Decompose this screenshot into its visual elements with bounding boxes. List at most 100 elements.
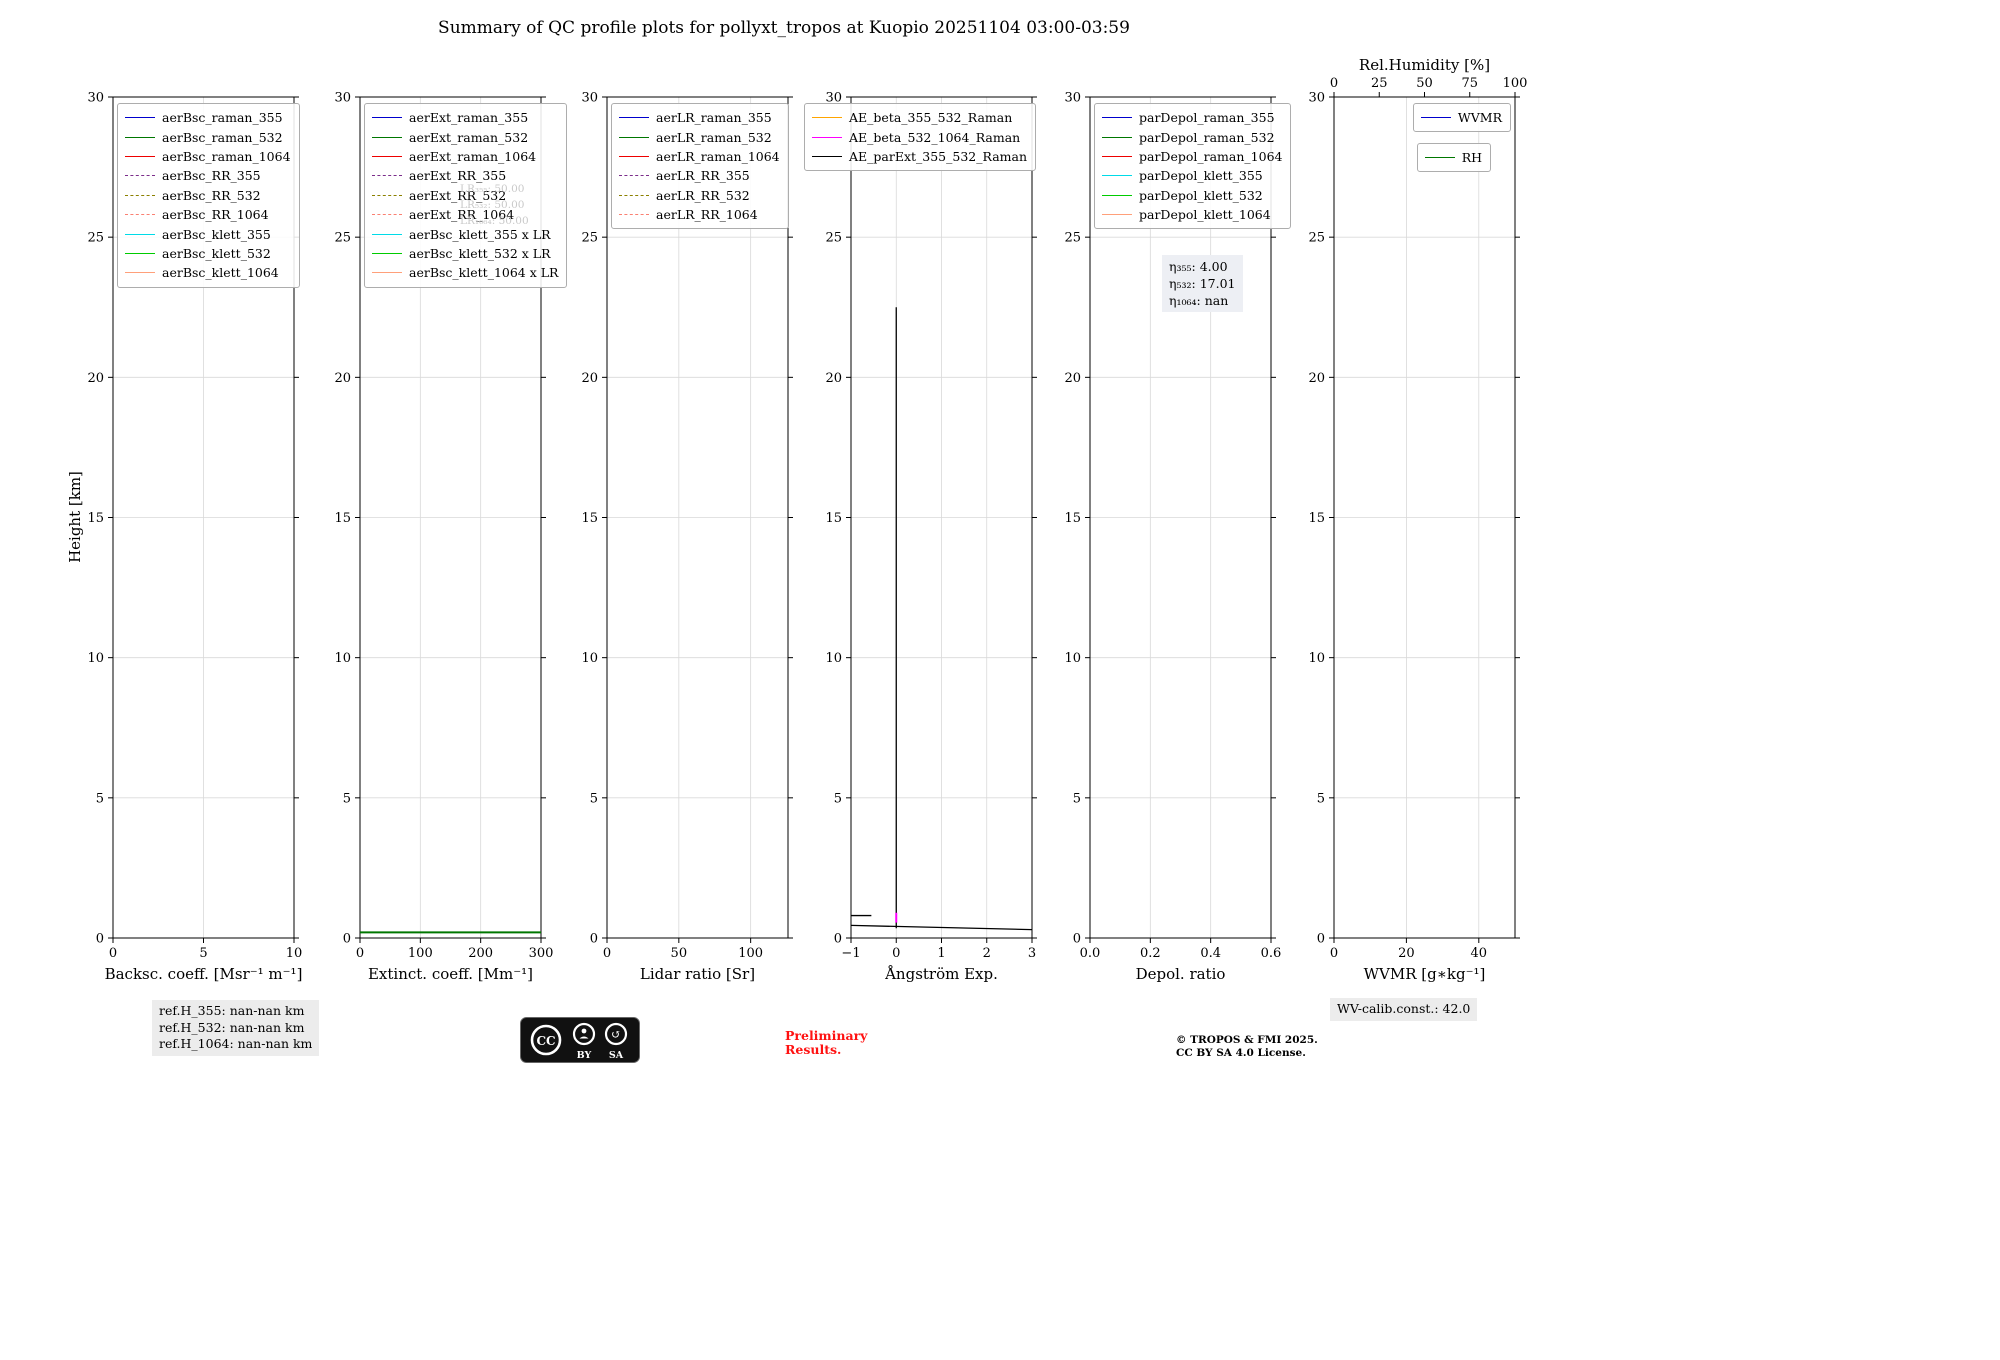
y-tick-label: 0 — [1073, 932, 1081, 947]
y-tick-label: 20 — [825, 371, 842, 386]
x-axis-label: Extinct. coeff. [Mm⁻¹] — [368, 965, 533, 983]
plot-panel-4: −1 0 1 2 3 0 5 10 15 20 25 30 Ångström Exp. AE_beta_3… — [804, 91, 1037, 983]
y-tick-label: 30 — [334, 91, 351, 106]
legend-line-sample — [372, 136, 402, 138]
legend-label: aerBsc_klett_355 — [162, 226, 271, 242]
x-tick-label: 0 — [356, 946, 364, 961]
legend-label: aerBsc_RR_355 — [162, 168, 261, 184]
y-tick-label: 5 — [343, 791, 351, 806]
legend-item: parDepol_raman_1064 — [1102, 147, 1282, 166]
legend-line-sample — [125, 175, 155, 177]
legend-label: AE_parExt_355_532_Raman — [849, 148, 1028, 164]
y-tick-label: 10 — [1064, 651, 1081, 666]
legend-label: aerLR_raman_355 — [656, 110, 772, 126]
legend-label: aerLR_RR_1064 — [656, 207, 758, 223]
legend-label: aerBsc_RR_532 — [162, 187, 261, 203]
legend-item: aerExt_raman_355 — [372, 108, 558, 127]
y-tick-label: 0 — [343, 932, 351, 947]
plot-panel-1: 0 5 10 0 5 10 15 20 25 30 Backsc. coeff. [Msr⁻¹ m⁻… — [87, 91, 302, 984]
legend-item: aerBsc_RR_1064 — [125, 205, 291, 224]
y-tick-label: 30 — [87, 91, 104, 106]
legend-label: aerBsc_klett_532 — [162, 245, 271, 261]
legend-item: aerBsc_klett_532 x LR — [372, 244, 558, 263]
legend-item: aerBsc_raman_532 — [125, 127, 291, 146]
legend-label: AE_beta_532_1064_Raman — [849, 129, 1021, 145]
x-tick-label: 0.6 — [1261, 946, 1282, 961]
legend-line-sample — [125, 155, 155, 157]
x-axis-label: WVMR [g∗kg⁻¹] — [1364, 965, 1486, 983]
y-tick-label: 30 — [825, 91, 842, 106]
legend-item: aerBsc_RR_355 — [125, 166, 291, 185]
legend-item: WVMR — [1420, 108, 1502, 127]
top-tick-label: 25 — [1371, 76, 1388, 91]
y-tick-label: 20 — [87, 371, 104, 386]
legend-label: aerBsc_klett_532 x LR — [409, 245, 551, 261]
legend-label: aerExt_RR_355 — [409, 168, 507, 184]
legend-line-sample — [372, 214, 402, 216]
legend-line-sample — [372, 175, 402, 177]
y-tick-label: 15 — [581, 511, 598, 526]
figure-title: Summary of QC profile plots for pollyxt_… — [438, 18, 1130, 38]
legend-line-sample — [619, 117, 649, 119]
legend-label: parDepol_klett_1064 — [1139, 207, 1271, 223]
y-tick-label: 10 — [87, 651, 104, 666]
x-tick-label: 50 — [671, 946, 688, 961]
legend-line-sample — [125, 233, 155, 235]
copyright-note: © TROPOS & FMI 2025. CC BY SA 4.0 Licens… — [1176, 1034, 1318, 1059]
legend-item: aerExt_RR_1064 — [372, 205, 558, 224]
series-AE_parExt_355_532_Raman_bottom — [850, 924, 1033, 931]
ref-height-annotation: ref.H_355: nan-nan km ref.H_532: nan-nan… — [152, 1000, 320, 1056]
preliminary-line: Preliminary — [785, 1028, 868, 1043]
legend-label: aerExt_RR_1064 — [409, 207, 515, 223]
legend-line-sample — [1424, 157, 1455, 159]
x-tick-label: 0 — [1330, 946, 1338, 961]
x-tick-label: 3 — [1028, 946, 1036, 961]
legend-box: aerExt_raman_355 aerExt_raman_532 aerExt_r… — [364, 103, 568, 288]
legend-item: AE_beta_355_532_Raman — [812, 108, 1027, 127]
y-tick-label: 5 — [1073, 791, 1081, 806]
legend-item: aerLR_RR_1064 — [619, 205, 780, 224]
legend-line-sample — [372, 117, 402, 119]
legend-item: aerLR_raman_532 — [619, 127, 780, 146]
legend-label: aerBsc_klett_355 x LR — [409, 226, 551, 242]
x-axis-label: Ångström Exp. — [884, 965, 998, 983]
legend-label: aerBsc_RR_1064 — [162, 207, 269, 223]
legend-item: aerExt_RR_355 — [372, 166, 558, 185]
y-tick-label: 30 — [1064, 91, 1081, 106]
person-icon — [572, 1022, 596, 1046]
y-tick-label: 10 — [581, 651, 598, 666]
legend-line-sample — [125, 194, 155, 196]
by-label: BY — [577, 1050, 592, 1061]
y-tick-label: 5 — [590, 791, 598, 806]
legend-item: aerLR_raman_1064 — [619, 147, 780, 166]
legend-box: RH — [1416, 143, 1491, 173]
cc-icon: CC — [536, 1034, 555, 1048]
y-tick-label: 25 — [825, 231, 842, 246]
legend-label: parDepol_raman_1064 — [1139, 148, 1283, 164]
legend-item: aerBsc_klett_355 x LR — [372, 224, 558, 243]
legend-item: aerBsc_klett_1064 — [125, 263, 291, 282]
legend-item: aerExt_raman_1064 — [372, 147, 558, 166]
x-tick-label: 5 — [199, 946, 207, 961]
legend-label: parDepol_klett_355 — [1139, 168, 1263, 184]
copyright-line: CC BY SA 4.0 License. — [1176, 1046, 1306, 1059]
x-tick-label: 1 — [937, 946, 945, 961]
ref-height-line: ref.H_355: nan-nan km — [159, 1003, 305, 1018]
legend-item: AE_beta_532_1064_Raman — [812, 127, 1027, 146]
y-tick-label: 15 — [87, 511, 104, 526]
x-tick-label: −1 — [841, 946, 860, 961]
y-tick-label: 20 — [581, 371, 598, 386]
legend-label: aerBsc_raman_532 — [162, 129, 283, 145]
x-tick-label: 0.0 — [1080, 946, 1101, 961]
eta-annotation: η₃₅₅: 4.00 η₅₃₂: 17.01 η₁₀₆₄: nan — [1162, 255, 1243, 312]
legend-line-sample — [1102, 136, 1132, 138]
legend-label: parDepol_raman_355 — [1139, 110, 1275, 126]
legend-item: aerBsc_RR_532 — [125, 186, 291, 205]
y-tick-label: 25 — [1308, 231, 1325, 246]
ref-height-line: ref.H_1064: nan-nan km — [159, 1036, 313, 1051]
legend-line-sample — [372, 252, 402, 254]
legend-label: aerLR_raman_1064 — [656, 148, 780, 164]
legend-box: WVMR — [1412, 103, 1511, 133]
top-tick-label: 50 — [1416, 76, 1433, 91]
legend-label: aerExt_raman_355 — [409, 110, 529, 126]
